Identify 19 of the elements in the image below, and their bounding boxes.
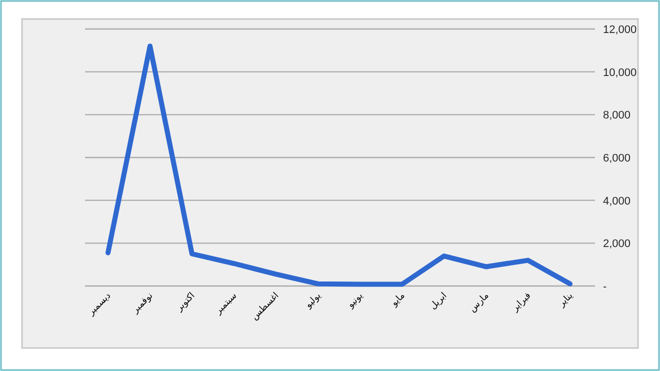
x-tick-label: يوليو — [303, 290, 324, 312]
x-tick-label: اغسطس — [250, 291, 282, 322]
x-tick-label: يناير — [556, 290, 576, 310]
x-tick-label: سبتمبر — [213, 291, 240, 318]
x-tick-label: فبراير — [510, 291, 534, 314]
y-tick-label: 4,000 — [603, 195, 631, 208]
y-tick-label: - — [603, 281, 607, 293]
x-tick-label: نوفمبر — [130, 291, 156, 316]
y-tick-label: 12,000 — [603, 24, 637, 36]
y-tick-label: 10,000 — [603, 66, 637, 79]
x-tick-label: مايو — [388, 290, 408, 310]
x-tick-label: مارس — [468, 290, 492, 314]
x-tick-label: يونيو — [345, 290, 366, 311]
y-tick-label: 8,000 — [603, 110, 631, 122]
x-tick-label: اكتوبر — [174, 291, 198, 314]
y-tick-label: 6,000 — [603, 152, 631, 164]
x-tick-label: ابريل — [428, 291, 450, 312]
y-tick-label: 2,000 — [603, 238, 631, 250]
x-tick-label: ديسمبر — [86, 291, 114, 318]
